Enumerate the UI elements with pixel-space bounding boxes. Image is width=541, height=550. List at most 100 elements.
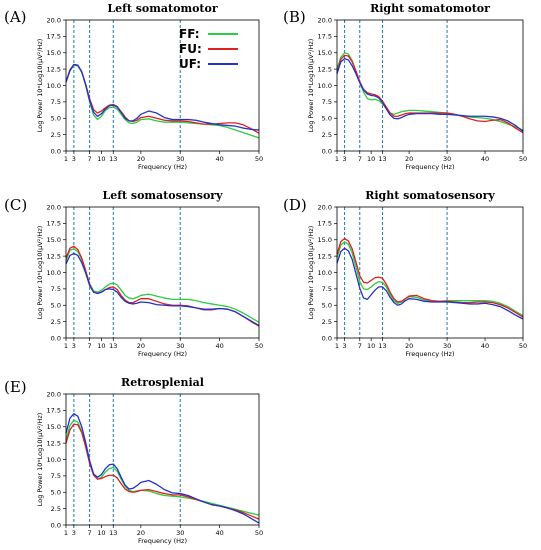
- legend: FF:FU:UF:: [179, 27, 238, 71]
- x-tick-label: 10: [97, 342, 105, 350]
- x-tick-label: 10: [97, 529, 105, 537]
- y-tick-label: 15.0: [47, 49, 61, 57]
- series-line-fu: [336, 54, 524, 134]
- y-tick-label: 17.5: [47, 407, 61, 415]
- y-tick-label: 2.5: [322, 131, 332, 139]
- panel-label: (E): [4, 378, 27, 396]
- y-tick-label: 5.0: [322, 302, 332, 310]
- series-line-fu: [65, 423, 260, 520]
- y-tick-label: 5.0: [51, 302, 61, 310]
- x-tick-label: 20: [405, 155, 413, 163]
- legend-label-uf: UF:: [179, 57, 201, 71]
- x-tick-label: 13: [378, 155, 386, 163]
- y-tick-label: 0.0: [51, 147, 61, 155]
- y-axis-label: Log Power 10*Log10(µV²/Hz): [36, 413, 44, 507]
- series-line-uf: [65, 252, 260, 327]
- chart-panel-e: (E) Retrosplenial 0.0 2.5 5.0 7.5 10.0 12.5 15.0…: [4, 376, 263, 545]
- series-line-fu: [65, 63, 260, 134]
- y-tick-label: 20.0: [47, 16, 61, 24]
- x-tick-label: 1: [64, 155, 68, 163]
- x-axis-label: Frequency (Hz): [138, 537, 187, 545]
- y-tick-label: 12.5: [318, 65, 332, 73]
- x-axis-label: Frequency (Hz): [405, 350, 454, 358]
- x-tick-label: 3: [72, 342, 76, 350]
- y-tick-label: 15.0: [318, 236, 332, 244]
- panel-label: (D): [283, 196, 307, 214]
- y-tick-label: 10.0: [47, 456, 61, 464]
- x-tick-label: 20: [137, 529, 145, 537]
- y-axis-label: Log Power 10*Log10(µV²/Hz): [36, 39, 44, 133]
- y-tick-label: 2.5: [51, 318, 61, 326]
- x-tick-label: 13: [109, 155, 117, 163]
- series-line-uf: [65, 413, 260, 524]
- y-tick-label: 0.0: [322, 334, 332, 342]
- y-tick-label: 7.5: [51, 285, 61, 293]
- y-tick-label: 17.5: [318, 33, 332, 41]
- x-tick-label: 3: [343, 155, 347, 163]
- series-line-uf: [336, 58, 524, 132]
- x-tick-label: 10: [367, 342, 375, 350]
- plot-frame: [336, 206, 524, 339]
- y-tick-label: 15.0: [318, 49, 332, 57]
- y-tick-label: 7.5: [51, 472, 61, 480]
- x-tick-label: 40: [215, 529, 223, 537]
- y-tick-label: 10.0: [318, 269, 332, 277]
- y-tick-label: 5.0: [51, 489, 61, 497]
- panel-label: (A): [4, 8, 27, 26]
- series-line-ff: [65, 248, 260, 323]
- x-tick-label: 30: [443, 342, 451, 350]
- y-tick-label: 2.5: [51, 505, 61, 513]
- plot-frame: [65, 206, 260, 339]
- x-tick-label: 10: [367, 155, 375, 163]
- x-axis-label: Frequency (Hz): [405, 163, 454, 171]
- y-tick-label: 12.5: [47, 65, 61, 73]
- y-axis-label: Log Power 10*Log10(µV²/Hz): [307, 226, 315, 320]
- x-tick-label: 40: [481, 155, 489, 163]
- x-tick-label: 50: [519, 342, 527, 350]
- x-tick-label: 7: [88, 155, 92, 163]
- x-tick-label: 40: [215, 342, 223, 350]
- x-tick-label: 7: [88, 342, 92, 350]
- x-tick-label: 1: [335, 155, 339, 163]
- chart-title: Left somatosensory: [103, 189, 224, 202]
- y-tick-label: 12.5: [318, 252, 332, 260]
- panel-label: (B): [283, 8, 306, 26]
- x-tick-label: 50: [255, 529, 263, 537]
- x-tick-label: 3: [72, 155, 76, 163]
- series-line-fu: [65, 245, 260, 327]
- y-tick-label: 10.0: [318, 82, 332, 90]
- y-tick-label: 20.0: [47, 390, 61, 398]
- y-tick-label: 0.0: [322, 147, 332, 155]
- x-tick-label: 3: [72, 529, 76, 537]
- x-tick-label: 30: [176, 155, 184, 163]
- chart-panel-b: (B) Right somatomotor 0.0 2.5 5.0 7.5 10.0 12.5…: [283, 2, 527, 171]
- y-tick-label: 20.0: [47, 203, 61, 211]
- y-tick-label: 7.5: [51, 98, 61, 106]
- chart-title: Right somatomotor: [370, 2, 490, 15]
- y-tick-label: 5.0: [51, 115, 61, 123]
- x-tick-label: 3: [343, 342, 347, 350]
- y-tick-label: 20.0: [318, 203, 332, 211]
- y-tick-label: 10.0: [47, 269, 61, 277]
- chart-title: Retrosplenial: [121, 376, 204, 389]
- legend-label-ff: FF:: [179, 27, 200, 41]
- y-tick-label: 0.0: [51, 521, 61, 529]
- x-tick-label: 20: [137, 342, 145, 350]
- y-tick-label: 2.5: [51, 131, 61, 139]
- x-tick-label: 1: [335, 342, 339, 350]
- x-tick-label: 7: [358, 342, 362, 350]
- y-tick-label: 5.0: [322, 115, 332, 123]
- y-tick-label: 7.5: [322, 285, 332, 293]
- series-line-ff: [65, 419, 260, 516]
- x-axis-label: Frequency (Hz): [138, 163, 187, 171]
- y-tick-label: 17.5: [47, 33, 61, 41]
- chart-title: Left somatomotor: [107, 2, 217, 15]
- x-tick-label: 20: [137, 155, 145, 163]
- y-tick-label: 10.0: [47, 82, 61, 90]
- chart-panel-d: (D)Right somatosensory0.02.55.07.510.012…: [283, 189, 527, 358]
- y-axis-label: Log Power 10*Log10(µV²/Hz): [307, 39, 315, 133]
- plot-frame: [65, 393, 260, 526]
- series-line-uf: [65, 63, 260, 131]
- x-tick-label: 30: [176, 529, 184, 537]
